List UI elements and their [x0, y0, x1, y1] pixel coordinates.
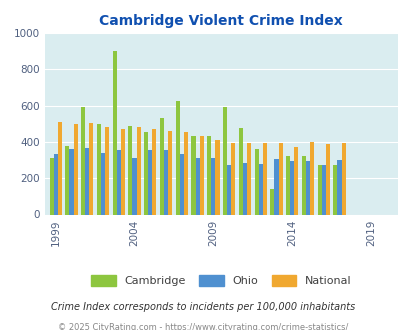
Bar: [128, 125, 132, 214]
Bar: [179, 154, 183, 214]
Bar: [116, 150, 121, 214]
Bar: [305, 161, 309, 214]
Bar: [337, 160, 341, 214]
Bar: [199, 136, 203, 214]
Bar: [160, 118, 164, 214]
Bar: [226, 165, 230, 214]
Bar: [262, 143, 266, 214]
Bar: [49, 158, 53, 215]
Bar: [270, 189, 274, 214]
Bar: [191, 137, 195, 214]
Bar: [341, 143, 345, 214]
Bar: [183, 132, 188, 214]
Bar: [222, 108, 226, 214]
Bar: [164, 150, 168, 214]
Bar: [101, 153, 105, 215]
Bar: [144, 132, 148, 214]
Bar: [69, 149, 73, 214]
Bar: [136, 127, 141, 214]
Bar: [175, 101, 179, 214]
Bar: [207, 137, 211, 214]
Bar: [254, 149, 258, 214]
Bar: [246, 143, 250, 214]
Bar: [325, 144, 329, 214]
Text: © 2025 CityRating.com - https://www.cityrating.com/crime-statistics/: © 2025 CityRating.com - https://www.city…: [58, 323, 347, 330]
Bar: [274, 159, 278, 214]
Bar: [258, 164, 262, 214]
Text: Crime Index corresponds to incidents per 100,000 inhabitants: Crime Index corresponds to incidents per…: [51, 302, 354, 312]
Bar: [53, 154, 58, 214]
Bar: [215, 140, 219, 214]
Bar: [152, 129, 156, 214]
Bar: [278, 143, 282, 214]
Bar: [97, 124, 101, 214]
Bar: [81, 108, 85, 214]
Bar: [230, 143, 235, 214]
Bar: [286, 156, 290, 214]
Bar: [211, 158, 215, 215]
Bar: [132, 158, 136, 215]
Bar: [168, 131, 172, 214]
Bar: [195, 158, 199, 215]
Bar: [301, 156, 305, 214]
Bar: [242, 163, 246, 214]
Bar: [85, 148, 89, 214]
Bar: [89, 123, 93, 214]
Bar: [317, 165, 321, 214]
Title: Cambridge Violent Crime Index: Cambridge Violent Crime Index: [99, 14, 342, 28]
Bar: [73, 124, 77, 214]
Legend: Cambridge, Ohio, National: Cambridge, Ohio, National: [86, 271, 355, 291]
Bar: [148, 150, 152, 214]
Bar: [333, 165, 337, 214]
Bar: [58, 122, 62, 214]
Bar: [65, 147, 69, 214]
Bar: [321, 165, 325, 214]
Bar: [238, 128, 242, 214]
Bar: [290, 161, 294, 214]
Bar: [121, 129, 125, 214]
Bar: [105, 127, 109, 214]
Bar: [309, 142, 313, 214]
Bar: [112, 51, 116, 214]
Bar: [294, 148, 298, 214]
